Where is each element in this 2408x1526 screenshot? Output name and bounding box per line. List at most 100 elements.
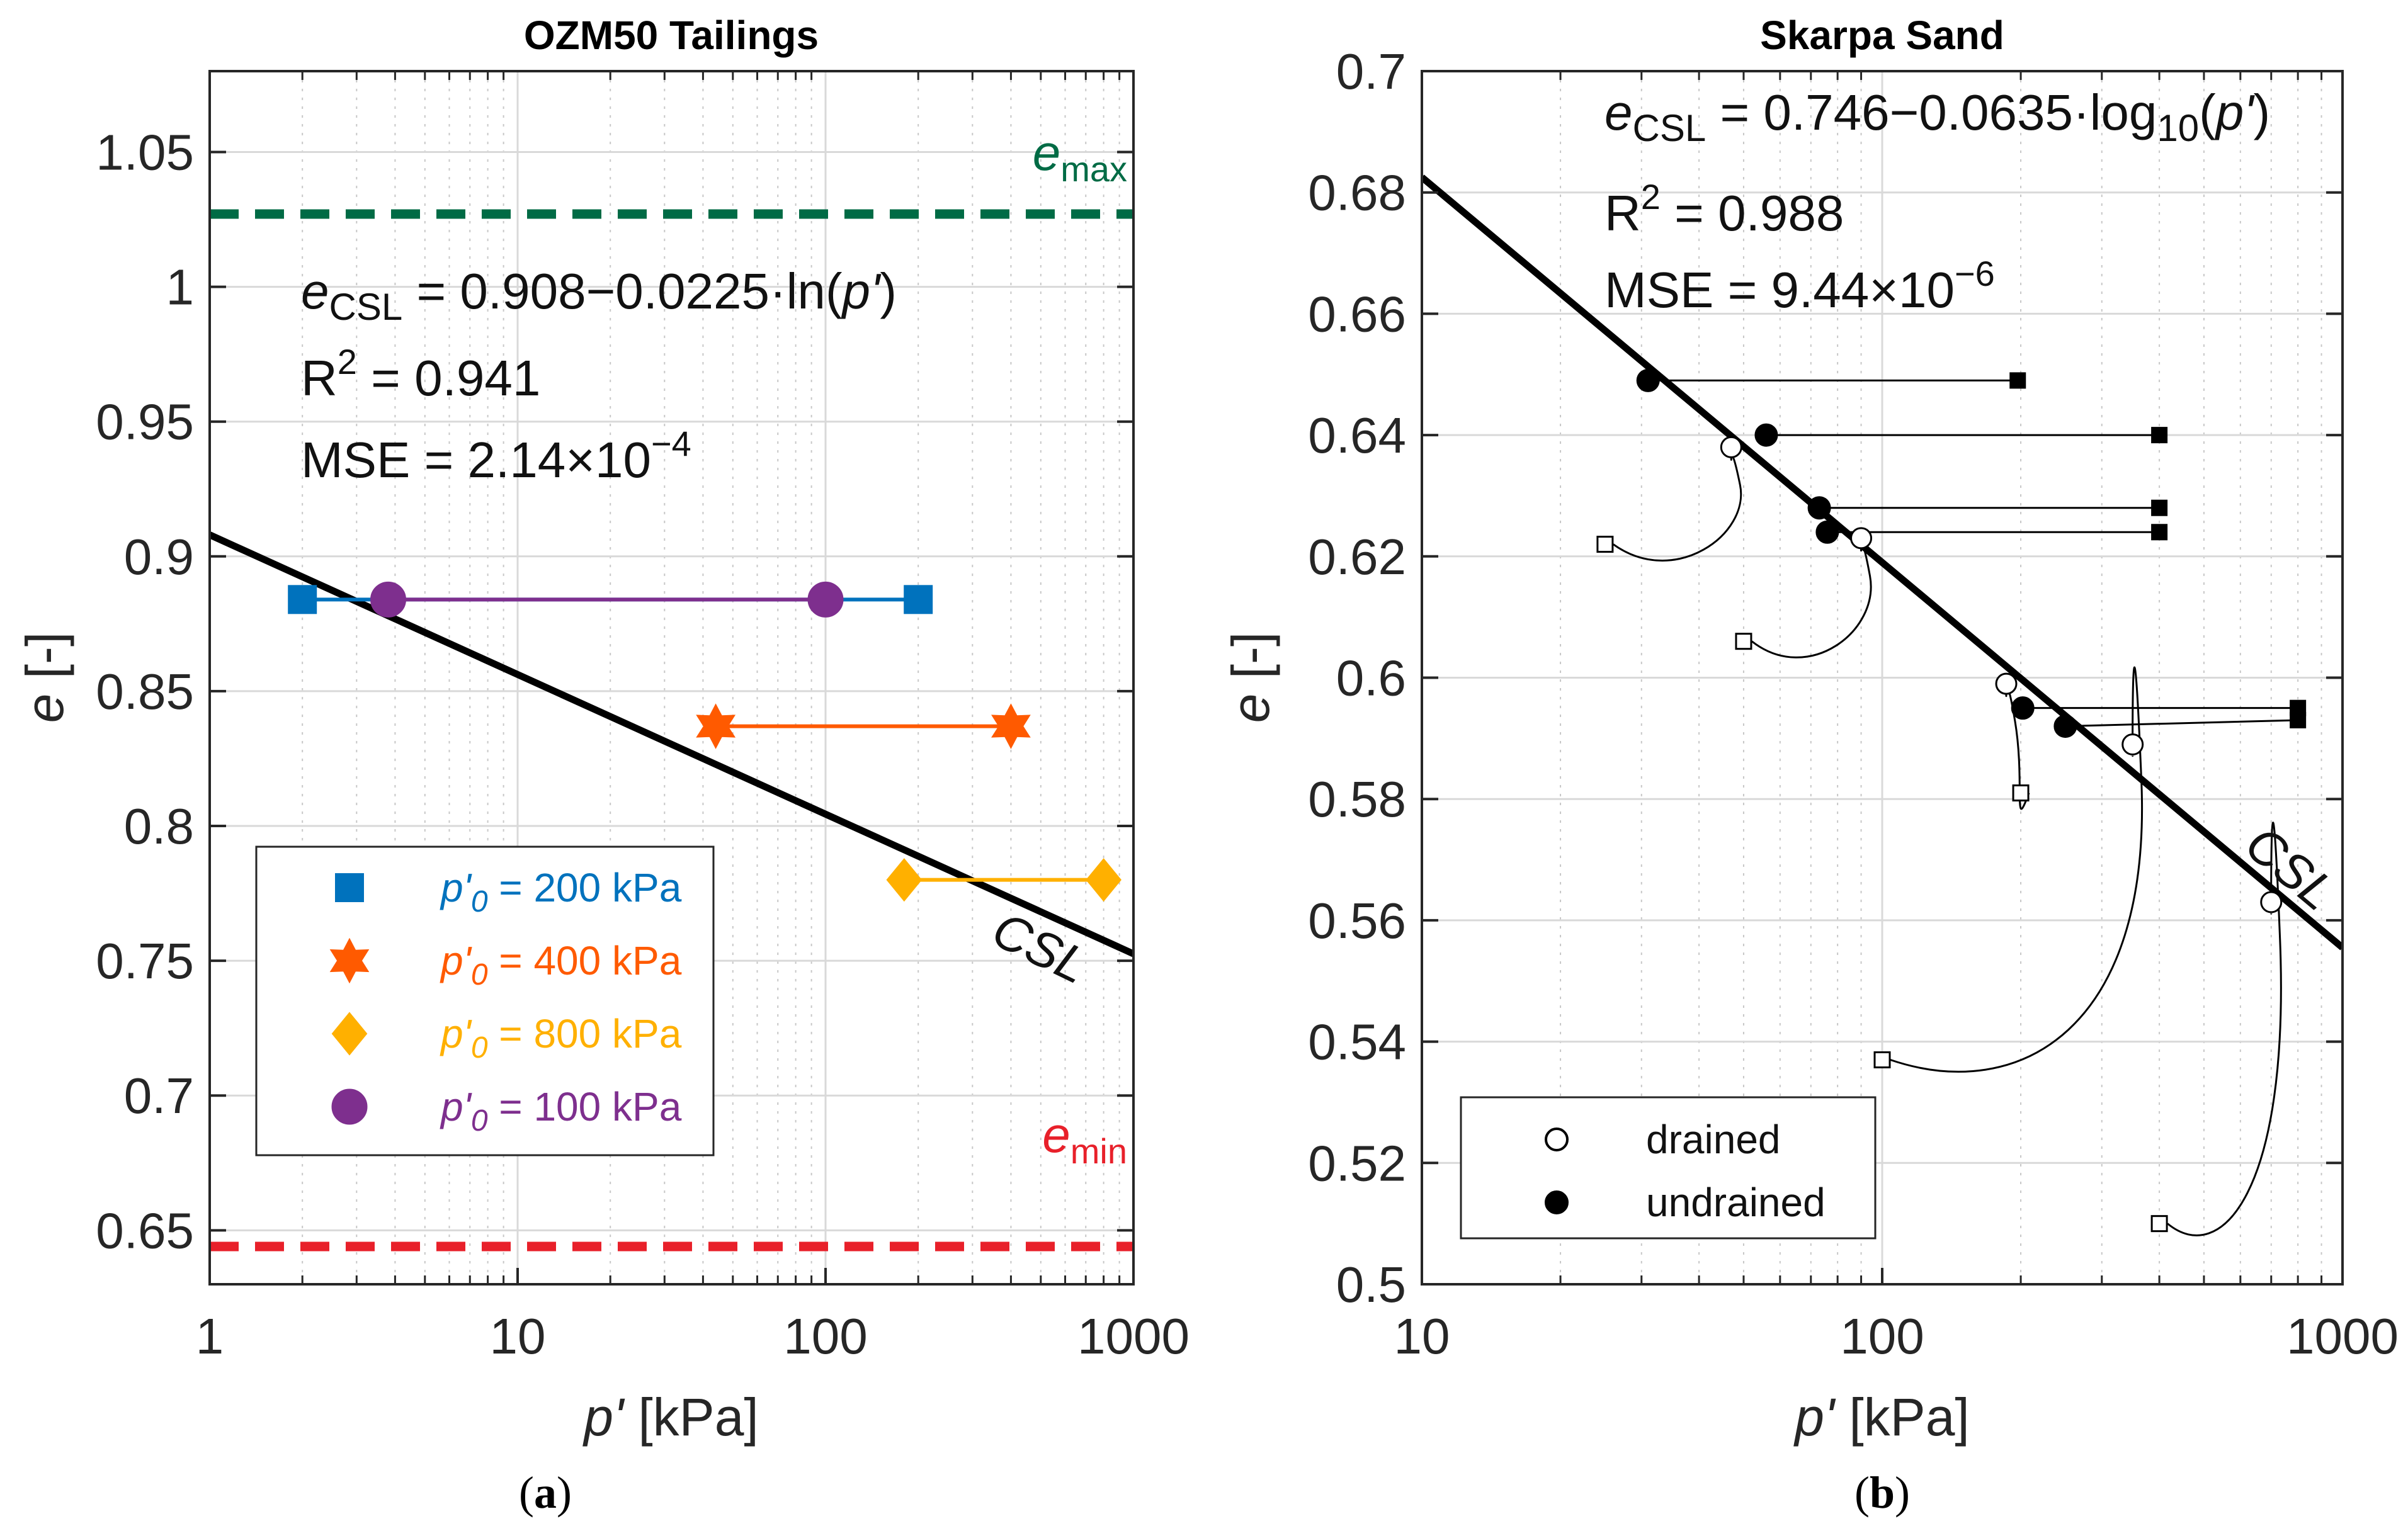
- panel-a-y-tick-label: 0.65: [96, 1202, 194, 1258]
- drained-start-marker: [1735, 633, 1752, 650]
- undrained-path-0: [1636, 368, 2026, 392]
- panel-b-paths: [1596, 368, 2307, 1236]
- panel-a-y-tick-label: 0.7: [124, 1068, 194, 1124]
- panel-b-y-tick-label: 0.7: [1336, 43, 1406, 99]
- panel-a-series-end-marker: [904, 585, 933, 614]
- panel-a-series-start-marker: [370, 581, 407, 618]
- panel-a-axes-box: [208, 70, 1135, 1286]
- panel-b-y-tick-label: 0.62: [1308, 529, 1406, 585]
- panel-b-y-tick-label: 0.6: [1336, 650, 1406, 706]
- panel-b-y-tick-label: 0.58: [1308, 771, 1406, 827]
- panel-a-series-start-marker: [886, 858, 923, 902]
- panel-a-series-end-marker: [1086, 858, 1122, 902]
- drained-path-curve: [2167, 822, 2282, 1236]
- drained-path-4: [2150, 822, 2283, 1236]
- panel-a-y-tick-label: 1.05: [96, 124, 194, 180]
- panel-b-mse: MSE = 9.44×10−6: [1604, 254, 1995, 318]
- panel-a-r2: R2 = 0.941: [301, 342, 540, 406]
- panel-a-ylabel: e [-]: [15, 632, 74, 723]
- undrained-end-marker: [2011, 696, 2035, 720]
- panel-b-ylabel: e [-]: [1221, 632, 1280, 723]
- legend-entry-drained: drained: [1646, 1117, 1781, 1162]
- panel-a-series-1: [696, 703, 1031, 749]
- drained-path-3: [1873, 666, 2144, 1073]
- panel-a-x-tick-label: 100: [783, 1308, 867, 1364]
- undrained-start-marker: [2151, 524, 2168, 541]
- panel-b-x-tick-label: 1000: [2286, 1308, 2399, 1364]
- drained-end-marker: [2260, 891, 2283, 913]
- drained-end-marker: [1720, 436, 1742, 458]
- legend-marker-drained: [1545, 1128, 1569, 1151]
- panel-b-y-tick-label: 0.66: [1308, 286, 1406, 342]
- panel-a-y-tick-label: 0.85: [96, 664, 194, 720]
- undrained-path-2: [1807, 496, 2168, 520]
- undrained-start-marker: [2009, 372, 2026, 389]
- drained-start-marker: [2012, 784, 2030, 802]
- drained-path-curve: [1890, 666, 2144, 1073]
- undrained-end-marker: [2053, 715, 2077, 738]
- drained-start-marker: [2150, 1215, 2168, 1233]
- panel-b-title: Skarpa Sand: [1760, 13, 2004, 58]
- panel-a-grid: [210, 71, 1133, 1284]
- panel-a-y-tick-label: 0.9: [124, 529, 194, 585]
- panel-b-y-tick-label: 0.56: [1308, 893, 1406, 949]
- panel-a-equation: eCSL = 0.908−0.0225·ln(p'): [301, 263, 897, 328]
- panel-a-series-3: [370, 581, 844, 618]
- panel-a-emax-label: emax: [1033, 125, 1127, 189]
- drained-start-marker: [1596, 536, 1614, 553]
- undrained-start-marker: [2290, 711, 2307, 728]
- drained-path-1: [1735, 527, 1873, 658]
- panel-a-csl-line: [210, 531, 1133, 958]
- panel-a-series-start-marker: [288, 585, 317, 614]
- drained-path-0: [1596, 436, 1742, 562]
- panel-a-title: OZM50 Tailings: [524, 13, 819, 58]
- drained-end-marker: [1995, 672, 2018, 695]
- undrained-end-marker: [1807, 496, 1831, 520]
- legend-entry-100: p'0 = 100 kPa: [440, 1084, 682, 1138]
- panel-b-ticks: 10 100 1000 0.5 0.52 0.54 0.56 0.58 0.6 0.62 0.64 0…: [1308, 43, 2399, 1364]
- panel-a-reference-lines: [210, 209, 1133, 1252]
- panel-a-emin-label: emin: [1042, 1107, 1127, 1171]
- panel-b-y-tick-label: 0.64: [1308, 407, 1406, 463]
- panel-a-series-end-marker: [991, 703, 1031, 749]
- legend-marker-1: [329, 937, 370, 984]
- undrained-path-1: [1754, 423, 2168, 447]
- panel-a-xlabel: p' [kPa]: [582, 1388, 759, 1447]
- panel-b-csl-line: [1422, 174, 2343, 951]
- legend-entry-undrained: undrained: [1646, 1180, 1826, 1225]
- panel-a-ticks: 1 10 100 1000 0.65 0.7 0.75 0.8 0.85 0.9 0.95 1 1.05: [96, 71, 1190, 1364]
- panel-a-x-tick-label: 1: [196, 1308, 224, 1364]
- panel-b-grid: [1422, 71, 2343, 1284]
- undrained-path-5: [2053, 711, 2307, 738]
- panel-a-series: [288, 581, 1122, 902]
- panel-a-series-start-marker: [696, 703, 736, 749]
- panel-b-csl: [1422, 174, 2343, 951]
- panel-b-y-tick-label: 0.52: [1308, 1135, 1406, 1191]
- panel-a-y-tick-label: 0.95: [96, 394, 194, 450]
- undrained-start-marker: [2151, 427, 2168, 444]
- panel-a-y-tick-label: 1: [166, 259, 195, 315]
- undrained-end-marker: [1754, 423, 1778, 447]
- drained-end-marker: [1850, 527, 1873, 550]
- panel-a-caption: (a): [519, 1467, 572, 1518]
- undrained-path-line: [2065, 719, 2298, 728]
- panel-b: 10 100 1000 0.5 0.52 0.54 0.56 0.58 0.6 0.62 0.64 0…: [1221, 13, 2399, 1518]
- panel-a-x-tick-label: 1000: [1077, 1308, 1190, 1364]
- panel-b-x-tick-label: 100: [1840, 1308, 1924, 1364]
- panel-a-csl: [210, 531, 1133, 958]
- undrained-end-marker: [1815, 520, 1839, 544]
- panel-b-xlabel: p' [kPa]: [1793, 1388, 1970, 1447]
- panel-a: 1 10 100 1000 0.65 0.7 0.75 0.8 0.85 0.9 0.95 1 1.05…: [15, 13, 1190, 1518]
- legend-entry-800: p'0 = 800 kPa: [440, 1011, 682, 1065]
- panel-a-mse: MSE = 2.14×10−4: [301, 424, 691, 488]
- panel-a-series-2: [886, 858, 1122, 902]
- legend-marker-0: [335, 873, 364, 902]
- drained-path-2: [1995, 672, 2030, 810]
- panel-b-y-tick-label: 0.5: [1336, 1257, 1406, 1313]
- legend-marker-2: [331, 1012, 368, 1056]
- panel-a-legend: p'0 = 200 kPa p'0 = 400 kPa p'0 = 800 kP…: [255, 845, 715, 1156]
- panel-b-legend-box: [1460, 1096, 1877, 1240]
- panel-a-series-end-marker: [807, 581, 844, 618]
- panel-b-x-tick-label: 10: [1394, 1308, 1450, 1364]
